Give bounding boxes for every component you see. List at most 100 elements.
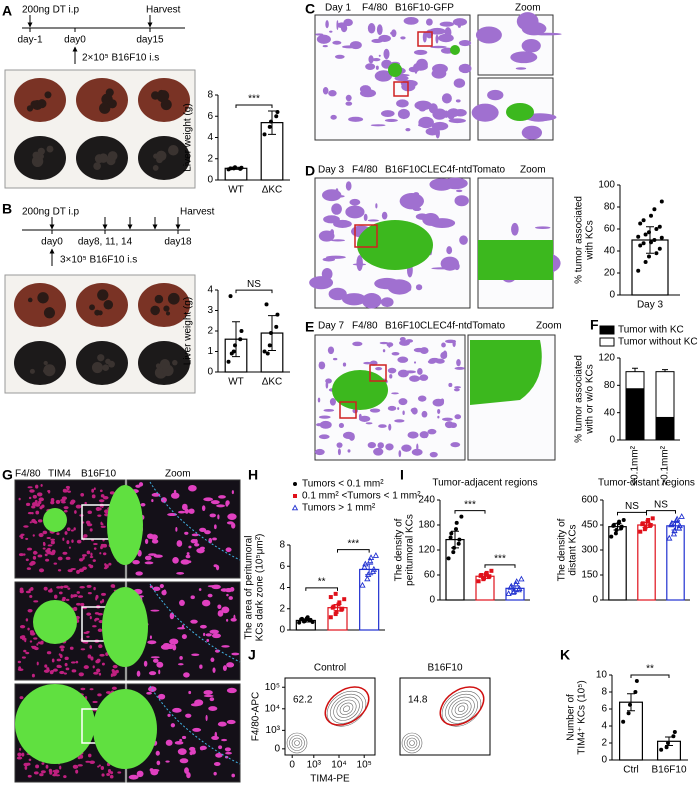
cell	[199, 624, 207, 629]
data-point	[643, 232, 648, 237]
cell	[212, 537, 217, 541]
cell	[413, 49, 428, 55]
liver-spot	[165, 311, 171, 316]
y-tick-label: 2	[207, 153, 213, 164]
legend-label: Tumor without KC	[618, 337, 698, 348]
cell	[19, 635, 24, 639]
data-point	[633, 690, 638, 694]
cell	[87, 654, 92, 659]
y-tick-label: 40	[604, 407, 616, 418]
chart-title: Tumor-adjacent regions	[432, 478, 537, 489]
cell	[391, 392, 399, 395]
data-point	[670, 530, 678, 537]
cell	[228, 596, 233, 600]
cell	[44, 553, 48, 557]
cell	[100, 592, 107, 596]
cell	[318, 230, 335, 242]
cell	[410, 408, 416, 413]
cell	[77, 595, 84, 598]
cell	[231, 773, 236, 778]
y-axis-label: Liver weight (g)	[183, 297, 194, 365]
cell	[84, 501, 87, 505]
cell	[419, 374, 429, 381]
contour	[330, 693, 363, 724]
cell	[383, 48, 390, 60]
cell	[31, 502, 37, 507]
legend-marker	[293, 482, 297, 486]
cell	[78, 672, 84, 677]
cell	[93, 542, 98, 545]
contour	[404, 735, 420, 751]
cell	[398, 450, 402, 458]
data-point	[328, 595, 333, 600]
zoom-box	[339, 401, 357, 419]
cell	[16, 756, 23, 760]
cell	[89, 615, 92, 620]
cell	[68, 546, 71, 549]
cell	[90, 552, 93, 557]
cell	[25, 537, 29, 540]
cell	[203, 632, 206, 637]
x-tick-label: Day 3	[637, 300, 664, 311]
cell	[316, 34, 331, 44]
cell	[342, 293, 367, 306]
cell	[329, 30, 333, 33]
cell	[199, 527, 207, 533]
cell	[397, 108, 410, 120]
cell	[405, 339, 414, 343]
cell	[156, 661, 164, 668]
y-tick-label: 600	[581, 495, 598, 506]
cell	[231, 490, 234, 495]
data-point	[449, 531, 454, 536]
cell	[380, 110, 395, 118]
cell	[150, 534, 158, 540]
cell	[408, 66, 420, 73]
cell	[91, 488, 95, 493]
cell	[50, 500, 55, 505]
cell	[177, 627, 186, 630]
cell	[70, 529, 74, 532]
cell	[76, 591, 80, 594]
contour	[445, 693, 478, 724]
y-axis-label: The density of	[394, 518, 405, 581]
liver-spot	[46, 307, 54, 314]
y-tick-label: 8	[601, 687, 607, 698]
y-axis-label: Liver weight (g)	[183, 103, 194, 171]
x-tick-label: B16F10	[651, 765, 686, 776]
data-point	[454, 527, 458, 532]
cell	[21, 752, 25, 757]
cell	[86, 635, 90, 638]
significance-label: **	[318, 577, 326, 588]
cell	[444, 421, 454, 429]
cell	[59, 645, 65, 649]
significance-label: NS	[654, 499, 668, 510]
cell	[360, 89, 377, 98]
cell	[18, 497, 21, 501]
cell	[516, 12, 539, 31]
cell	[345, 181, 352, 191]
data-point	[333, 612, 338, 617]
cell	[87, 510, 92, 515]
data-point	[668, 519, 676, 526]
cell	[380, 297, 394, 308]
cell	[112, 664, 118, 669]
error-bar	[627, 693, 635, 712]
flow-percentage: 14.8	[408, 695, 428, 706]
cell	[177, 748, 187, 755]
cell	[430, 45, 447, 49]
cell	[448, 382, 453, 388]
cell	[24, 638, 27, 643]
cell	[62, 551, 68, 555]
cell	[25, 502, 31, 507]
cell	[381, 211, 388, 220]
cell	[39, 773, 44, 777]
contour	[454, 702, 469, 715]
cell	[402, 410, 405, 415]
data-point	[228, 294, 233, 299]
cell	[217, 610, 224, 617]
tumor	[107, 485, 143, 565]
cell	[183, 672, 190, 678]
data-point	[267, 343, 272, 348]
liver-spot	[157, 90, 170, 102]
data-point	[361, 563, 368, 570]
